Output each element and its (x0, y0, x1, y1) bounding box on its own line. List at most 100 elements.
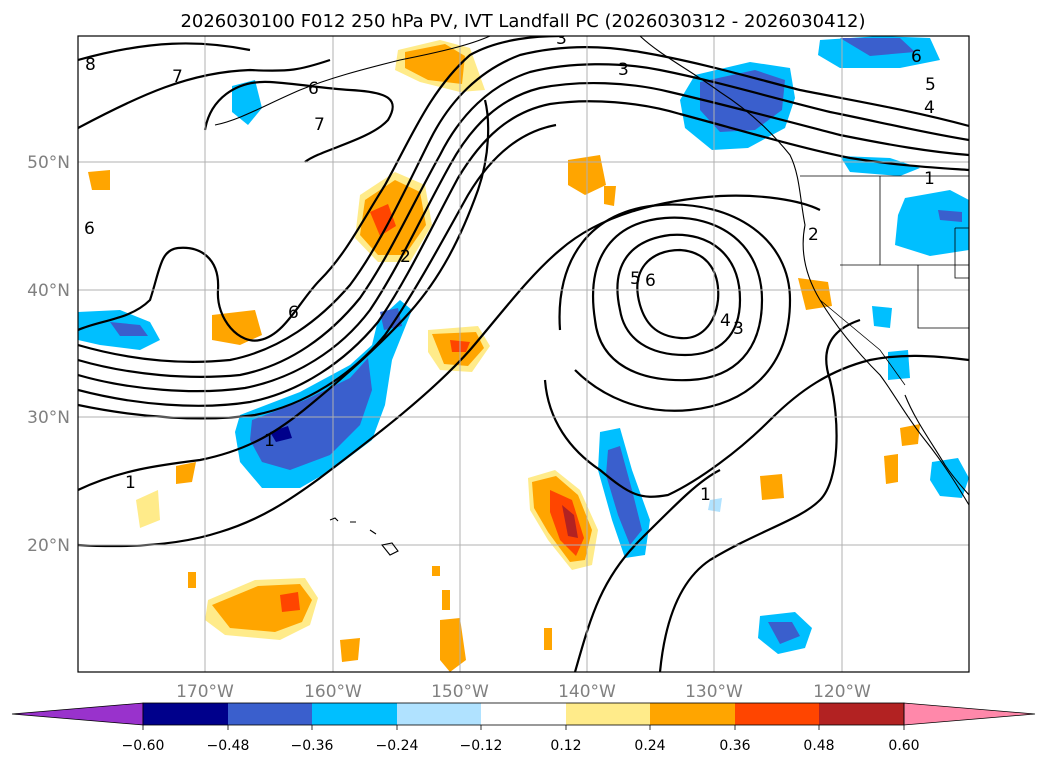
pv-contours (78, 36, 969, 672)
lon-label: 160°W (304, 682, 362, 702)
colorbar-tick-label: 0.36 (719, 738, 750, 754)
pos-blob (432, 566, 440, 576)
pv-contour (543, 354, 969, 498)
border-state (917, 265, 969, 329)
colorbar: −0.60 −0.48 −0.36 −0.24 −0.12 0.12 0.24 … (11, 702, 1036, 754)
neg-blob (938, 210, 962, 222)
contour-label: 5 (925, 75, 936, 95)
pv-contour (592, 216, 764, 382)
chart-title: 2026030100 F012 250 hPa PV, IVT Landfall… (180, 11, 865, 32)
contour-label: 1 (125, 473, 136, 493)
contour-label: 1 (700, 485, 711, 505)
pv-contour (78, 58, 331, 129)
lat-label: 30°N (27, 408, 70, 428)
colorbar-swatch (481, 703, 566, 725)
pos-blob (176, 462, 196, 484)
map-frame (77, 35, 970, 673)
contour-label: 4 (720, 311, 731, 331)
contour-label: 3 (618, 60, 629, 80)
pos-blob (370, 204, 396, 236)
lat-label: 20°N (27, 536, 70, 556)
neg-blob (768, 622, 800, 644)
lon-label: 130°W (685, 682, 743, 702)
pos-blob (88, 170, 110, 190)
contour-label: 6 (288, 303, 299, 323)
neg-blob (895, 190, 969, 256)
contour-label: 8 (85, 55, 96, 75)
colorbar-swatch (312, 703, 397, 725)
contour-label: 7 (172, 67, 183, 87)
contour-label: 4 (924, 98, 935, 118)
contour-label: 6 (645, 271, 656, 291)
colorbar-tick-label: −0.60 (122, 738, 165, 754)
colorbar-tick-label: 0.48 (803, 738, 834, 754)
neg-blob (930, 458, 969, 498)
colorbar-tick-label: 0.12 (550, 738, 581, 754)
lon-label: 120°W (813, 682, 871, 702)
colorbar-tick-label: −0.12 (460, 738, 503, 754)
neg-blob (840, 38, 915, 56)
colorbar-frame (142, 702, 905, 726)
lat-label: 50°N (27, 153, 70, 173)
pos-blob (188, 572, 196, 588)
pos-blob (280, 592, 300, 612)
pv-contour (203, 80, 394, 163)
colorbar-tick-label: 0.24 (634, 738, 665, 754)
pos-blob (798, 278, 832, 310)
colorbar-ticks (142, 725, 905, 730)
colorbar-swatch (397, 703, 481, 725)
contour-label: 3 (556, 29, 567, 49)
pos-blob (442, 590, 450, 610)
pos-blob (900, 424, 920, 446)
colorbar-swatch (228, 703, 312, 725)
contour-label: 3 (733, 319, 744, 339)
neg-blob (232, 80, 262, 125)
contour-label: 6 (84, 219, 95, 239)
graticule (78, 36, 969, 672)
lon-label: 140°W (558, 682, 616, 702)
border-state (954, 227, 969, 279)
colorbar-swatch (819, 703, 904, 725)
neg-blob (840, 156, 920, 176)
contour-label: 6 (911, 47, 922, 67)
contour-label: 5 (630, 269, 641, 289)
contour-label: 6 (308, 79, 319, 99)
neg-blob (606, 446, 642, 545)
neg-blob (380, 308, 402, 330)
colorbar-tick-label: 0.60 (888, 738, 919, 754)
pv-contour (78, 194, 821, 548)
pos-blob (340, 638, 360, 662)
pv-contour (658, 318, 861, 672)
longitude-labels: 170°W 160°W 150°W 140°W 130°W 120°W (176, 682, 871, 702)
neg-blob (872, 306, 892, 328)
coastline-alaska (214, 36, 491, 126)
pv-contour (78, 46, 969, 363)
colorbar-tick-label: −0.24 (376, 738, 419, 754)
lat-label: 40°N (27, 281, 70, 301)
contour-label: 7 (314, 115, 325, 135)
colorbar-tick-label: −0.48 (207, 738, 250, 754)
colorbar-swatch (143, 703, 228, 725)
pv-contour (616, 233, 742, 357)
colorbar-tick-label: −0.36 (291, 738, 334, 754)
colorbar-swatch (650, 703, 735, 725)
contour-label: 2 (808, 225, 819, 245)
pv-contour (78, 99, 490, 491)
contour-label: 1 (924, 169, 935, 189)
colorbar-swatch (735, 703, 819, 725)
pv-contour (78, 42, 251, 62)
coastline-north-america (639, 36, 969, 506)
neg-blob (110, 322, 148, 336)
pv-contour (558, 203, 792, 412)
colorbar-swatch (566, 703, 650, 725)
lon-label: 150°W (431, 682, 489, 702)
neg-blob (888, 350, 910, 380)
hawaii-islands (329, 517, 399, 556)
pv-contour (78, 81, 969, 393)
pv-contour (636, 248, 720, 340)
contour-labels: 8 7 6 7 3 3 6 5 4 1 6 6 2 2 6 5 4 3 1 1 … (84, 29, 936, 505)
latitude-labels: 50°N 40°N 30°N 20°N (27, 153, 70, 556)
colorbar-low-extension (11, 702, 144, 726)
pos-blob (562, 505, 578, 538)
